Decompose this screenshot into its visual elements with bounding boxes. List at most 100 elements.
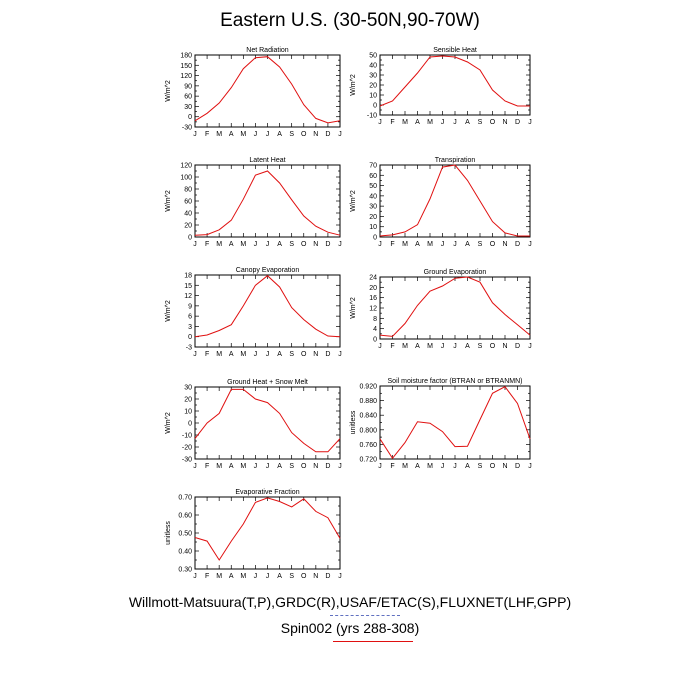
series-line-8-0 xyxy=(379,386,531,460)
x-tick-label-6-8: S xyxy=(478,343,483,350)
x-tick-label-8-0: J xyxy=(378,463,382,470)
x-tick-label-4-11: D xyxy=(515,241,520,248)
y-tick-label-6-0: 0 xyxy=(373,337,377,344)
y-axis-label-7: W/m^2 xyxy=(165,412,172,434)
x-tick-label-2-7: A xyxy=(465,119,470,126)
y-tick-label-5-2: 3 xyxy=(188,324,192,331)
x-tick-label-8-8: S xyxy=(478,463,483,470)
series-line-9-0 xyxy=(194,497,341,561)
x-tick-label-5-10: N xyxy=(313,351,318,358)
y-tick-label-1-14: 180 xyxy=(180,53,192,60)
x-tick-label-7-10: N xyxy=(313,463,318,470)
y-axis-label-6: W/m^2 xyxy=(350,297,357,319)
y-tick-label-9-2: 0.40 xyxy=(178,549,192,556)
x-tick-label-4-2: M xyxy=(402,241,408,248)
x-tick-label-6-7: A xyxy=(465,343,470,350)
x-tick-label-6-4: M xyxy=(427,343,433,350)
y-tick-label-2-10: 40 xyxy=(369,63,377,70)
x-tick-label-5-6: J xyxy=(266,351,270,358)
x-tick-label-8-2: M xyxy=(402,463,408,470)
y-tick-label-6-6: 12 xyxy=(369,306,377,313)
plot-frame-7 xyxy=(194,386,341,460)
y-tick-label-3-2: 20 xyxy=(184,223,192,230)
y-tick-label-4-4: 20 xyxy=(369,214,377,221)
x-tick-label-8-5: J xyxy=(441,463,445,470)
plot-frame-5 xyxy=(194,274,341,348)
x-tick-label-8-12: J xyxy=(528,463,532,470)
y-tick-label-1-4: 30 xyxy=(184,104,192,111)
x-tick-label-9-11: D xyxy=(325,573,330,580)
series-line-6-0 xyxy=(379,276,531,337)
plot-frame-8 xyxy=(379,385,531,460)
x-tick-label-9-12: J xyxy=(338,573,342,580)
panel-title-6: Ground Evaporation xyxy=(424,269,487,276)
x-tick-label-2-8: S xyxy=(478,119,483,126)
y-tick-label-9-8: 0.70 xyxy=(178,495,192,502)
x-tick-label-1-2: M xyxy=(216,131,222,138)
y-axis-label-5: W/m^2 xyxy=(165,300,172,322)
y-tick-label-1-6: 60 xyxy=(184,94,192,101)
x-tick-label-1-4: M xyxy=(240,131,246,138)
x-tick-label-9-6: J xyxy=(266,573,270,580)
y-axis-label-9: unitless xyxy=(165,521,172,545)
x-tick-label-1-7: A xyxy=(277,131,282,138)
x-tick-label-5-1: F xyxy=(205,351,209,358)
y-tick-label-5-6: 15 xyxy=(184,283,192,290)
plot-frame-3 xyxy=(194,164,341,238)
x-tick-label-7-7: A xyxy=(277,463,282,470)
panel-title-7: Ground Heat + Snow Melt xyxy=(227,379,308,386)
y-tick-label-4-2: 10 xyxy=(369,224,377,231)
x-tick-label-3-2: M xyxy=(216,241,222,248)
y-tick-label-8-2: 0.760 xyxy=(359,442,377,449)
x-tick-label-1-3: A xyxy=(229,131,234,138)
x-tick-label-7-9: O xyxy=(301,463,307,470)
y-tick-label-1-10: 120 xyxy=(180,73,192,80)
series-line-4-0 xyxy=(379,164,530,237)
y-tick-label-7-12: 30 xyxy=(184,385,192,392)
y-tick-label-6-2: 4 xyxy=(373,326,377,333)
x-tick-label-4-7: A xyxy=(465,241,470,248)
x-tick-label-7-12: J xyxy=(338,463,342,470)
panel-title-2: Sensible Heat xyxy=(433,47,477,54)
x-tick-label-9-7: A xyxy=(277,573,282,580)
y-tick-label-4-10: 50 xyxy=(369,183,377,190)
x-tick-label-5-8: S xyxy=(289,351,294,358)
y-tick-label-3-10: 100 xyxy=(180,175,192,182)
y-tick-label-6-10: 20 xyxy=(369,285,377,292)
x-tick-label-2-6: J xyxy=(453,119,457,126)
series-line-7-0 xyxy=(194,388,341,453)
y-tick-label-4-12: 60 xyxy=(369,173,377,180)
x-tick-label-8-10: N xyxy=(502,463,507,470)
x-tick-label-4-4: M xyxy=(427,241,433,248)
panel-title-9: Evaporative Fraction xyxy=(235,489,299,496)
x-tick-label-8-7: A xyxy=(465,463,470,470)
x-tick-label-6-2: M xyxy=(402,343,408,350)
y-tick-label-8-10: 0.920 xyxy=(359,384,377,391)
x-tick-label-2-1: F xyxy=(390,119,394,126)
x-tick-label-6-12: J xyxy=(528,343,532,350)
x-tick-label-1-10: N xyxy=(313,131,318,138)
panel-title-5: Canopy Evaporation xyxy=(236,267,300,274)
x-tick-label-7-11: D xyxy=(325,463,330,470)
x-tick-label-8-11: D xyxy=(515,463,520,470)
x-tick-label-7-8: S xyxy=(289,463,294,470)
x-tick-label-4-3: A xyxy=(415,241,420,248)
x-tick-label-5-2: M xyxy=(216,351,222,358)
x-tick-label-2-2: M xyxy=(402,119,408,126)
y-tick-label-9-4: 0.50 xyxy=(178,531,192,538)
y-tick-label-5-1: 0 xyxy=(188,334,192,341)
y-tick-label-7-4: -10 xyxy=(182,433,192,440)
y-tick-label-3-6: 60 xyxy=(184,199,192,206)
x-tick-label-9-5: J xyxy=(254,573,258,580)
x-tick-label-5-9: O xyxy=(301,351,307,358)
y-tick-label-4-6: 30 xyxy=(369,204,377,211)
y-tick-label-1-8: 90 xyxy=(184,83,192,90)
y-tick-label-2-0: -10 xyxy=(367,113,377,120)
y-tick-label-8-6: 0.840 xyxy=(359,413,377,420)
plot-frame-6 xyxy=(379,276,531,340)
plot-frame-2 xyxy=(379,54,531,116)
y-tick-label-8-4: 0.800 xyxy=(359,427,377,434)
x-tick-label-3-4: M xyxy=(240,241,246,248)
x-tick-label-2-12: J xyxy=(528,119,532,126)
